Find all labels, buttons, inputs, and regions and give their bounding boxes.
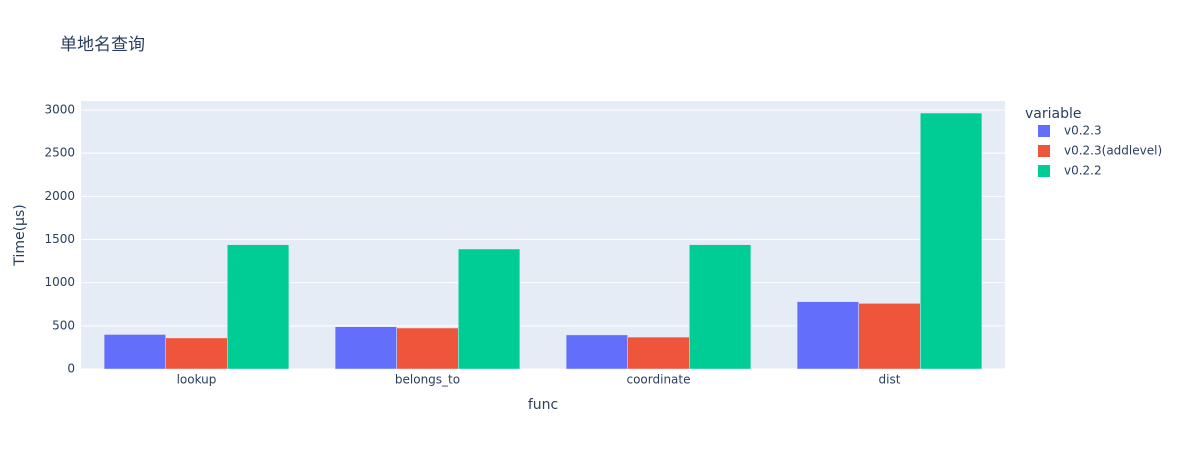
legend-label[interactable]: v0.2.3(addlevel): [1064, 144, 1162, 158]
y-tick-label: 1500: [44, 232, 75, 246]
bar: [858, 303, 921, 370]
legend-label[interactable]: v0.2.2: [1064, 164, 1102, 178]
bar: [334, 326, 397, 370]
y-tick-label: 500: [52, 318, 75, 332]
bar: [627, 336, 690, 370]
bar: [565, 334, 628, 370]
y-tick-label: 0: [67, 362, 75, 376]
y-axis-title: Time(μs): [12, 204, 28, 266]
bar: [165, 337, 228, 370]
bar: [920, 112, 983, 370]
y-tick-label: 2500: [44, 146, 75, 160]
bar: [396, 327, 459, 370]
legend-swatch[interactable]: [1038, 165, 1050, 177]
bar: [227, 244, 290, 370]
bar: [689, 244, 752, 370]
x-tick-label: dist: [879, 373, 901, 387]
bar: [796, 301, 859, 370]
legend-swatch[interactable]: [1038, 125, 1050, 137]
legend-label[interactable]: v0.2.3: [1064, 124, 1102, 138]
bar: [103, 334, 166, 370]
x-tick-label: lookup: [177, 373, 217, 387]
y-tick-label: 2000: [44, 189, 75, 203]
y-tick-label: 1000: [44, 275, 75, 289]
x-axis-title: func: [528, 397, 558, 413]
chart-title: 单地名查询: [60, 35, 145, 55]
legend-swatch[interactable]: [1038, 145, 1050, 157]
legend-title: variable: [1025, 106, 1081, 122]
bar: [458, 248, 521, 370]
y-tick-label: 3000: [44, 103, 75, 117]
x-tick-label: coordinate: [626, 373, 690, 387]
x-tick-label: belongs_to: [395, 373, 460, 387]
